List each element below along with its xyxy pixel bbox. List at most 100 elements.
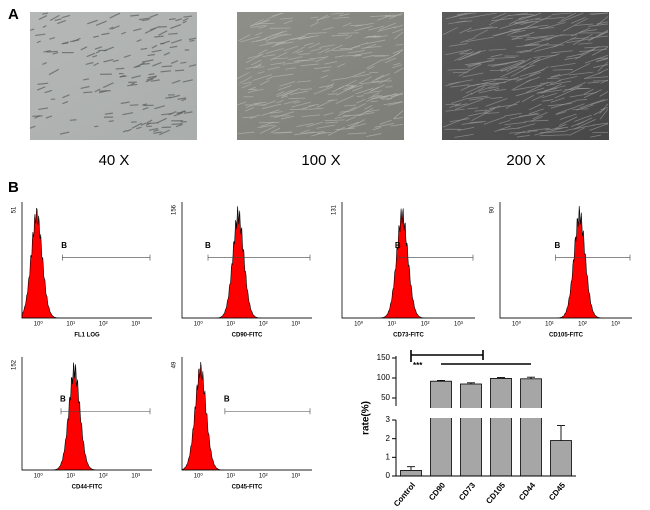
cell bbox=[356, 98, 366, 104]
cell bbox=[257, 124, 275, 129]
cell bbox=[323, 112, 334, 116]
cell bbox=[323, 27, 334, 31]
gate bbox=[397, 254, 474, 261]
cell bbox=[57, 19, 67, 25]
cell bbox=[182, 79, 193, 83]
cell bbox=[575, 99, 587, 101]
cell bbox=[570, 27, 591, 37]
cell bbox=[103, 58, 114, 63]
cell bbox=[487, 56, 516, 60]
cell bbox=[445, 12, 472, 20]
cell bbox=[324, 61, 337, 65]
bar bbox=[490, 377, 512, 477]
cell bbox=[338, 13, 350, 17]
image-caption: 200 X bbox=[506, 152, 545, 169]
cell bbox=[86, 52, 96, 58]
cell bbox=[369, 86, 379, 92]
cell bbox=[600, 79, 609, 84]
gate-label: B bbox=[205, 241, 211, 250]
x-tick-label: 10⁰ bbox=[194, 321, 204, 328]
cell bbox=[49, 37, 55, 40]
cell bbox=[306, 121, 324, 128]
cell bbox=[279, 81, 296, 87]
cell bbox=[42, 12, 49, 15]
cell bbox=[364, 105, 373, 110]
cell bbox=[392, 64, 402, 69]
cell bbox=[371, 92, 380, 98]
cell bbox=[519, 12, 542, 21]
cell bbox=[317, 132, 332, 134]
cell bbox=[462, 72, 484, 78]
cell bbox=[38, 107, 49, 111]
cell bbox=[388, 101, 404, 106]
cell bbox=[241, 83, 252, 89]
cell bbox=[583, 89, 603, 98]
cell bbox=[450, 98, 466, 104]
x-tick-label: 10³ bbox=[131, 322, 140, 328]
cell bbox=[131, 122, 143, 129]
cell bbox=[447, 68, 471, 71]
cell bbox=[598, 31, 609, 36]
error-bar bbox=[437, 379, 445, 382]
cell bbox=[262, 103, 282, 110]
cell bbox=[370, 15, 388, 17]
cell bbox=[528, 127, 550, 132]
cell bbox=[273, 111, 294, 119]
cell bbox=[537, 87, 558, 94]
cell bbox=[245, 53, 264, 64]
panel-label: A bbox=[8, 6, 19, 23]
cell bbox=[498, 120, 511, 125]
cell bbox=[308, 42, 321, 49]
cell bbox=[583, 88, 594, 95]
cell bbox=[468, 63, 481, 68]
cell bbox=[490, 96, 503, 100]
cell bbox=[536, 89, 563, 94]
significance-label: *** bbox=[413, 361, 423, 370]
cell bbox=[360, 81, 380, 85]
cell bbox=[381, 98, 392, 100]
cell bbox=[395, 44, 404, 46]
cell bbox=[478, 88, 500, 94]
cell bbox=[547, 103, 572, 107]
cell bbox=[80, 85, 90, 90]
cell bbox=[526, 34, 555, 39]
x-axis-label: FL1 LOG bbox=[74, 333, 100, 339]
cell bbox=[375, 73, 391, 81]
image-caption: 40 X bbox=[99, 152, 130, 169]
cell bbox=[482, 77, 508, 82]
cell bbox=[316, 124, 335, 129]
cell bbox=[239, 76, 252, 84]
cell bbox=[296, 80, 311, 83]
cell bbox=[569, 71, 594, 76]
cell bbox=[367, 66, 375, 70]
cell bbox=[36, 40, 41, 44]
cell bbox=[296, 50, 304, 54]
histogram bbox=[21, 207, 152, 319]
cell bbox=[257, 71, 265, 74]
cell bbox=[271, 41, 286, 48]
cell bbox=[352, 86, 363, 92]
cell bbox=[154, 105, 165, 110]
cell bbox=[146, 119, 153, 124]
cell bbox=[175, 18, 183, 22]
error-bar bbox=[557, 425, 565, 441]
cell bbox=[466, 26, 493, 33]
y-tick-label: 100 bbox=[377, 373, 391, 382]
cell bbox=[356, 95, 364, 98]
x-tick-label: 10² bbox=[578, 322, 587, 328]
gate-label: B bbox=[395, 241, 401, 250]
cell bbox=[272, 12, 284, 17]
cell bbox=[361, 45, 382, 49]
cell bbox=[121, 31, 127, 35]
cell bbox=[592, 122, 609, 126]
cell bbox=[308, 32, 327, 34]
cell bbox=[596, 57, 609, 62]
cell bbox=[326, 83, 335, 89]
cell bbox=[507, 28, 522, 36]
x-tick-label: 10³ bbox=[291, 322, 300, 328]
cell bbox=[300, 88, 313, 91]
cell bbox=[248, 86, 256, 91]
cell bbox=[515, 71, 542, 82]
cell bbox=[151, 49, 162, 53]
cell bbox=[465, 36, 494, 43]
